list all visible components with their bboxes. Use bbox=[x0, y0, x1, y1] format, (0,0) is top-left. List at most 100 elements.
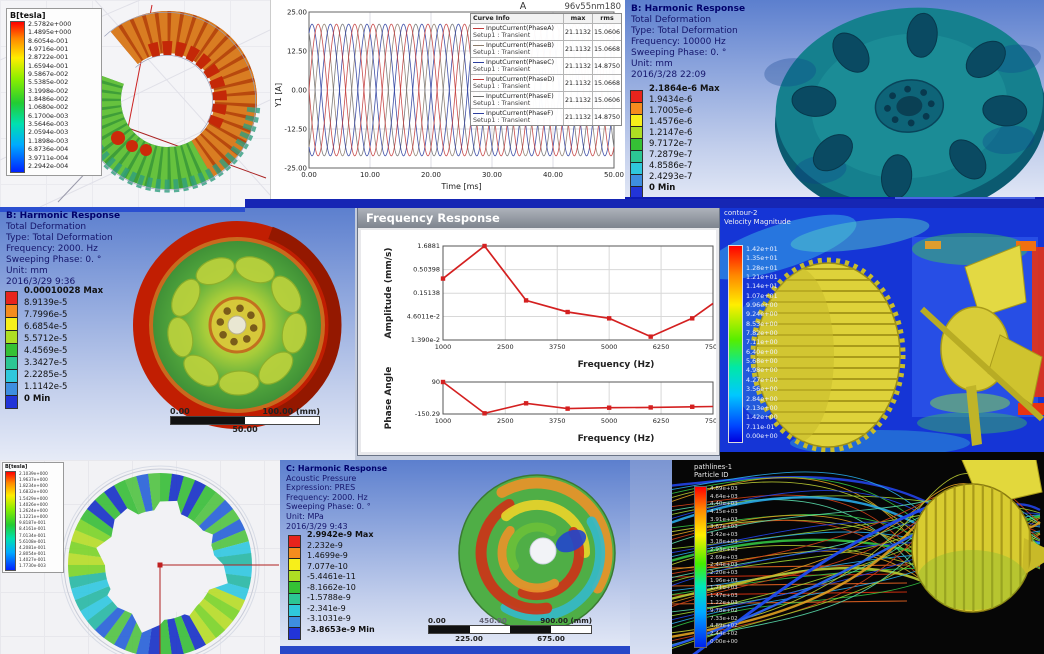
legend-value: 1.21e+01 bbox=[746, 273, 778, 282]
legend-value: 5.5712e-5 bbox=[24, 334, 68, 344]
x-tick-label: 40.00 bbox=[543, 171, 563, 179]
x-tick-label: 3750 bbox=[549, 343, 566, 351]
legend-value: 4.8586e-7 bbox=[649, 161, 693, 171]
header-line: Type: Total Deformation bbox=[631, 26, 738, 36]
legend-value: 4.89e+03 bbox=[710, 486, 738, 492]
pathlines-viewport: pathlines-1 Particle ID 4.89e+03 4.64e+03… bbox=[672, 460, 1044, 654]
x-tick-label: 30.00 bbox=[482, 171, 502, 179]
legend-value: 1.9434e-6 bbox=[649, 95, 693, 105]
data-marker bbox=[648, 334, 653, 339]
scale-bar: 0.00 450.00 900.00 (mm) 225.00 675.00 bbox=[428, 616, 592, 643]
header-line: 2016/3/29 9:43 bbox=[286, 521, 348, 531]
x-tick-label: 10.00 bbox=[360, 171, 380, 179]
panel-input-current-plot: 0.00 10.00 20.00 30.00 40.00 50.00 25.00 12.50 0… bbox=[270, 0, 625, 207]
legend-value: 3.1998e-002 bbox=[28, 87, 69, 95]
data-marker bbox=[523, 298, 529, 303]
legend-value: 1.7005e-6 bbox=[649, 106, 693, 116]
curve-swatch bbox=[473, 44, 484, 46]
scale-min: 0.00 bbox=[170, 407, 190, 416]
x-tick-label: 7500 bbox=[705, 343, 716, 351]
legend-color-band bbox=[289, 547, 300, 560]
legend-value: 2.4293e-7 bbox=[649, 172, 693, 182]
header-line: Frequency: 10000 Hz bbox=[631, 37, 726, 47]
header-line: B: Harmonic Response bbox=[631, 4, 746, 14]
legend-value: 5.6108e-001 bbox=[19, 538, 46, 544]
legend-value: 5.68e+00 bbox=[746, 357, 778, 366]
legend-value: 0.00e+00 bbox=[710, 638, 738, 645]
separator-strip bbox=[720, 452, 1044, 460]
curve-max: 21.1132 bbox=[563, 109, 592, 125]
curve-name: InputCurrent(PhaseC) bbox=[486, 59, 555, 66]
header-line: Unit: MPa bbox=[286, 511, 324, 521]
separator-strip bbox=[280, 646, 630, 654]
curve-swatch bbox=[473, 95, 484, 97]
legend-value: 1.35e+01 bbox=[746, 254, 778, 263]
legend-color-band bbox=[289, 616, 300, 629]
legend-value: 4.40e+03 bbox=[710, 501, 738, 508]
legend-color-band bbox=[289, 605, 300, 617]
legend-colorbar bbox=[630, 89, 643, 199]
legend-value: 6.6854e-5 bbox=[24, 322, 68, 332]
legend-value: 3.5646e-003 bbox=[28, 121, 69, 129]
legend-value: 7.11e-01 bbox=[746, 422, 775, 431]
pathlines-variable: Particle ID bbox=[694, 471, 729, 479]
header-line: Sweeping Phase: 0. ° bbox=[631, 48, 727, 58]
frequency-response-window: Frequency Response 1000 2500 3750 5000 6250 7… bbox=[357, 207, 720, 456]
legend-value: 2.8054e-001 bbox=[19, 551, 46, 557]
legend-value: 2.13e+00 bbox=[746, 403, 778, 412]
legend-value: 0 Min bbox=[24, 394, 51, 404]
legend-value: 2.20e+03 bbox=[710, 569, 738, 576]
panel-harmonic-response-10000hz: B: Harmonic Response Total Deformation Typ… bbox=[625, 0, 1044, 207]
y-tick-label: 0.50398 bbox=[413, 266, 440, 274]
legend-value: 2.2285e-5 bbox=[24, 370, 68, 380]
curve-name: InputCurrent(PhaseD) bbox=[486, 76, 555, 83]
legend-value: 1.14e+01 bbox=[746, 282, 778, 291]
legend-value: 2.44e+03 bbox=[710, 562, 738, 569]
legend-color-band bbox=[289, 536, 300, 548]
legend-value: -2.341e-9 bbox=[307, 603, 346, 613]
scale-bar-graphic bbox=[170, 416, 320, 425]
curve-table-row: InputCurrent(PhaseB) Setup1 : Transient 21… bbox=[471, 40, 621, 57]
legend-value: 2.44e+02 bbox=[710, 630, 738, 637]
legend-value: 4.9716e-001 bbox=[28, 46, 69, 54]
panel-frequency-response-window: Frequency Response 1000 2500 3750 5000 6250 7… bbox=[355, 207, 720, 460]
curve-table-header: Curve Info bbox=[473, 15, 510, 22]
phase-axis-title: Phase Angle bbox=[384, 367, 394, 430]
legend-value: 9.8187e-001 bbox=[19, 520, 46, 526]
legend-value: 3.18e+03 bbox=[710, 539, 738, 546]
legend-value: 1.2624e+000 bbox=[19, 507, 48, 513]
legend-color-band bbox=[631, 174, 642, 187]
legend-value: 1.47e+03 bbox=[710, 592, 738, 599]
winding-model-graphic bbox=[0, 0, 270, 207]
curve-swatch bbox=[473, 78, 484, 80]
legend-value: 1.4026e+000 bbox=[19, 501, 48, 507]
legend-color-band bbox=[6, 318, 17, 331]
legend-color-band bbox=[631, 186, 642, 198]
legend-value: 9.7172e-7 bbox=[649, 139, 693, 149]
b-field-legend: B[tesla] 2.5782e+000 1.4895e+000 8.6054e-0… bbox=[6, 8, 102, 176]
header-line: Frequency: 2000. Hz bbox=[286, 492, 368, 502]
legend-colorbar bbox=[288, 535, 301, 640]
legend-value: 2.8722e-001 bbox=[28, 54, 69, 62]
y-tick-label: 0.15138 bbox=[413, 289, 440, 297]
legend-color-band bbox=[631, 150, 642, 163]
header-line: Sweeping Phase: 0. ° bbox=[6, 255, 102, 265]
header-line: C: Harmonic Response bbox=[286, 464, 388, 473]
header-line: Total Deformation bbox=[631, 15, 712, 25]
curve-rms: 14.8750 bbox=[592, 58, 621, 74]
legend-value: 1.42e+01 bbox=[746, 245, 778, 253]
data-marker bbox=[690, 316, 695, 321]
data-marker bbox=[482, 411, 487, 416]
legend-value: 4.4569e-5 bbox=[24, 346, 68, 356]
header-line: 2016/3/28 22:09 bbox=[631, 70, 706, 80]
header-line: Unit: mm bbox=[631, 59, 673, 69]
scale-center: 450.00 bbox=[479, 616, 507, 625]
panel-flux-density-ring: B[tesla] 2.1039e+000 1.9637e+000 1.8234e+0… bbox=[0, 460, 280, 654]
window-title-bar[interactable]: Frequency Response bbox=[358, 208, 719, 228]
pathlines-graphic bbox=[672, 460, 1044, 654]
scale-mid: 50.00 bbox=[232, 425, 258, 434]
x-tick-label: 0.00 bbox=[301, 171, 317, 179]
y-tick-label: 90 bbox=[432, 378, 440, 386]
amp-axis-title: Amplitude (mm/s) bbox=[384, 248, 394, 339]
legend-value: 2.2942e-004 bbox=[28, 162, 69, 170]
